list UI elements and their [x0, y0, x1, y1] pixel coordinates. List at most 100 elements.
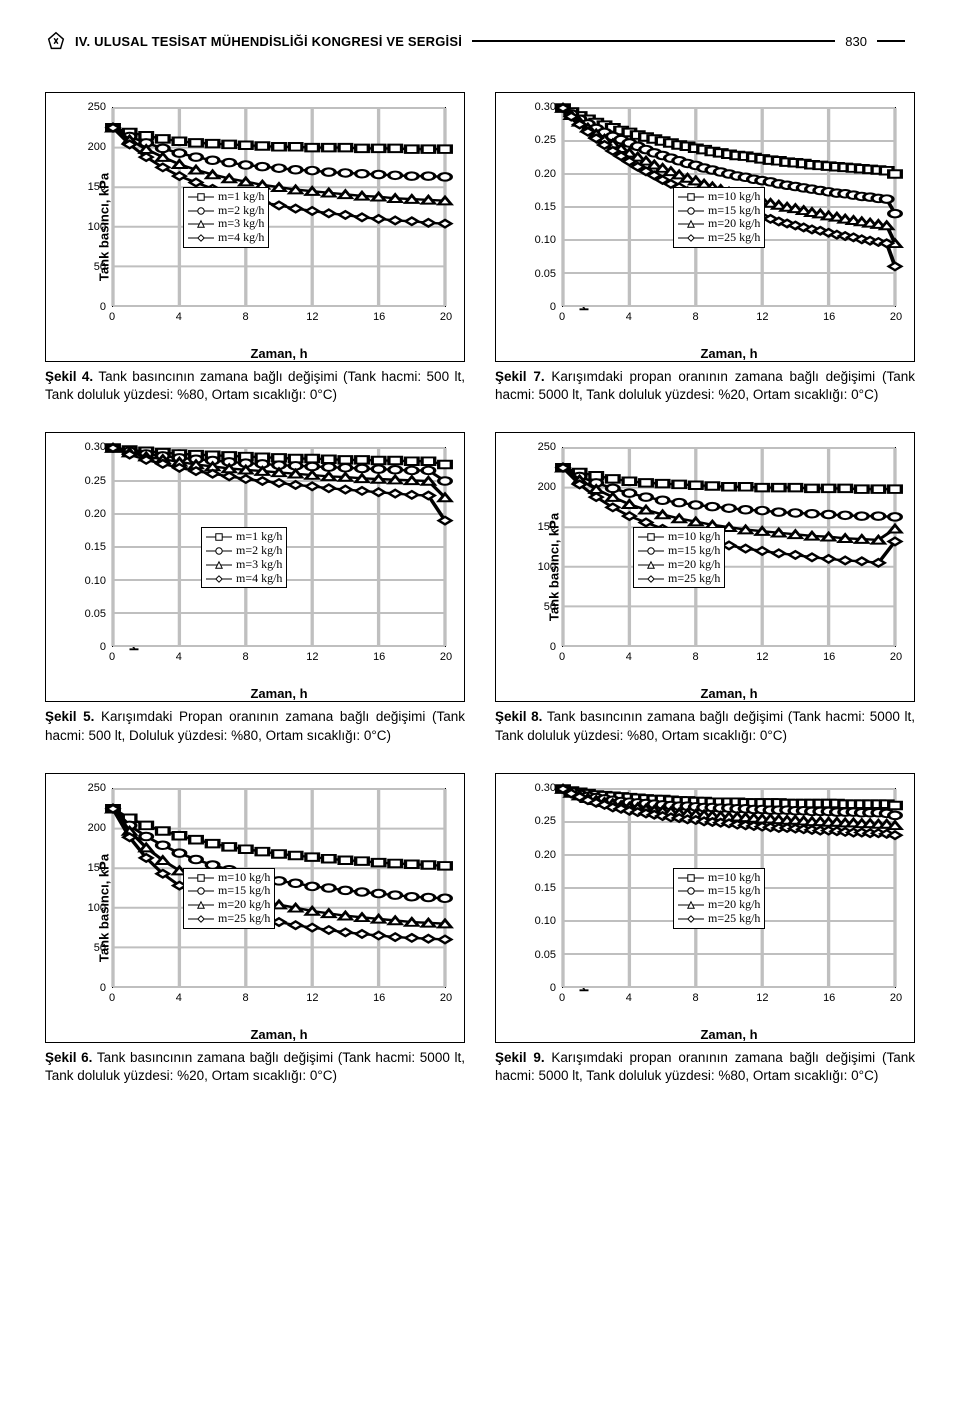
legend-label: m=20 kg/h	[218, 898, 270, 912]
yticks: 00.050.100.150.200.250.30	[496, 788, 562, 988]
xtick: 4	[176, 311, 182, 323]
ytick: 0.15	[535, 882, 556, 894]
xlabel: Zaman, h	[250, 346, 307, 361]
xlabel: Zaman, h	[700, 1027, 757, 1042]
legend-row: m=25 kg/h	[638, 572, 720, 586]
legend-row: m=3 kg/h	[188, 217, 264, 231]
xtick: 4	[626, 651, 632, 663]
ytick: 0.05	[85, 608, 106, 620]
xtick: 20	[890, 992, 902, 1004]
legend-row: m=4 kg/h	[206, 572, 282, 586]
plot-area: m=1 kg/hm=2 kg/hm=3 kg/hm=4 kg/h	[112, 447, 446, 647]
ytick: 0.30	[535, 782, 556, 794]
xtick: 20	[440, 311, 452, 323]
ytick: 0.20	[535, 849, 556, 861]
plot-area: m=10 kg/hm=15 kg/hm=20 kg/hm=25 kg/h	[562, 788, 896, 988]
xtick: 0	[559, 311, 565, 323]
ytick: 0	[100, 641, 106, 653]
xtick: 0	[109, 311, 115, 323]
xtick: 0	[109, 651, 115, 663]
sekil7-chart: Karışımdaki propan oranı, - 00.050.100.1…	[495, 92, 915, 362]
sekil9-caption: Şekil 9. Karışımdaki propan oranının zam…	[495, 1049, 915, 1085]
ytick: 0.25	[85, 475, 106, 487]
legend-label: m=25 kg/h	[708, 231, 760, 245]
xtick: 12	[756, 311, 768, 323]
ytick: 0.20	[85, 508, 106, 520]
xtick: 8	[243, 992, 249, 1004]
xtick: 4	[626, 311, 632, 323]
ytick: 0.05	[535, 268, 556, 280]
legend-row: m=10 kg/h	[678, 190, 760, 204]
legend-label: m=20 kg/h	[708, 217, 760, 231]
xticks: 048121620 Zaman, h	[562, 647, 896, 701]
sekil4-block: Tank basıncı, kPa 050100150200250 m=1 kg…	[45, 92, 465, 404]
sekil9-block: Karışımdaki propan oranı, - 00.050.100.1…	[495, 773, 915, 1085]
xtick: 16	[373, 992, 385, 1004]
xtick: 4	[176, 992, 182, 1004]
plot-area: m=10 kg/hm=15 kg/hm=20 kg/hm=25 kg/h	[562, 107, 896, 307]
ytick: 0.15	[535, 201, 556, 213]
header-rule-end	[877, 40, 905, 42]
legend-label: m=20 kg/h	[668, 558, 720, 572]
ytick: 0.10	[85, 575, 106, 587]
ytick: 0.20	[535, 168, 556, 180]
xtick: 20	[890, 311, 902, 323]
legend-row: m=15 kg/h	[678, 204, 760, 218]
sekil5-block: Karışımdaki propan oranı, - 00.050.100.1…	[45, 432, 465, 744]
plot-area: m=10 kg/hm=15 kg/hm=20 kg/hm=25 kg/h	[562, 447, 896, 647]
xlabel: Zaman, h	[250, 686, 307, 701]
sekil9-chart: Karışımdaki propan oranı, - 00.050.100.1…	[495, 773, 915, 1043]
ytick: 150	[538, 521, 556, 533]
xtick: 0	[109, 992, 115, 1004]
legend-label: m=3 kg/h	[236, 558, 282, 572]
legend-label: m=25 kg/h	[708, 912, 760, 926]
legend-label: m=2 kg/h	[236, 544, 282, 558]
ytick: 200	[538, 481, 556, 493]
legend-row: m=20 kg/h	[678, 217, 760, 231]
xticks: 048121620 Zaman, h	[112, 647, 446, 701]
xtick: 4	[176, 651, 182, 663]
legend-label: m=15 kg/h	[708, 204, 760, 218]
legend-row: m=1 kg/h	[188, 190, 264, 204]
logo-icon	[45, 30, 67, 52]
ytick: 100	[538, 561, 556, 573]
xtick: 20	[440, 651, 452, 663]
yticks: 00.050.100.150.200.250.30	[496, 107, 562, 307]
ytick: 50	[544, 601, 556, 613]
sekil8-caption: Şekil 8. Tank basıncının zamana bağlı de…	[495, 708, 915, 744]
legend-label: m=1 kg/h	[218, 190, 264, 204]
xlabel: Zaman, h	[700, 346, 757, 361]
ytick: 0	[100, 982, 106, 994]
ytick: 0.30	[85, 441, 106, 453]
legend-label: m=25 kg/h	[218, 912, 270, 926]
legend-row: m=15 kg/h	[678, 884, 760, 898]
xtick: 8	[693, 311, 699, 323]
ytick: 100	[88, 902, 106, 914]
legend-label: m=15 kg/h	[668, 544, 720, 558]
sekil4-chart: Tank basıncı, kPa 050100150200250 m=1 kg…	[45, 92, 465, 362]
ytick: 50	[94, 942, 106, 954]
legend-row: m=25 kg/h	[188, 912, 270, 926]
legend-label: m=15 kg/h	[708, 884, 760, 898]
xtick: 16	[823, 992, 835, 1004]
sekil4-caption: Şekil 4. Tank basıncının zamana bağlı de…	[45, 368, 465, 404]
figure-grid: Tank basıncı, kPa 050100150200250 m=1 kg…	[45, 92, 915, 1085]
legend-row: m=15 kg/h	[638, 544, 720, 558]
xtick: 12	[306, 992, 318, 1004]
sekil6-block: Tank basıncı, kPa 050100150200250 m=10 k…	[45, 773, 465, 1085]
ytick: 100	[88, 221, 106, 233]
header-title: IV. ULUSAL TESİSAT MÜHENDİSLİĞİ KONGRESİ…	[75, 34, 462, 49]
ytick: 250	[88, 101, 106, 113]
ytick: 0	[100, 301, 106, 313]
ytick: 50	[94, 261, 106, 273]
xtick: 12	[756, 651, 768, 663]
legend-row: m=2 kg/h	[188, 204, 264, 218]
plot-area: m=10 kg/hm=15 kg/hm=20 kg/hm=25 kg/h	[112, 788, 446, 988]
xtick: 0	[559, 992, 565, 1004]
sekil8-block: Tank basıncı, kPa 050100150200250 m=10 k…	[495, 432, 915, 744]
legend-row: m=10 kg/h	[678, 871, 760, 885]
ytick: 0.10	[535, 234, 556, 246]
xtick: 4	[626, 992, 632, 1004]
ytick: 250	[88, 782, 106, 794]
xticks: 048121620 Zaman, h	[562, 307, 896, 361]
